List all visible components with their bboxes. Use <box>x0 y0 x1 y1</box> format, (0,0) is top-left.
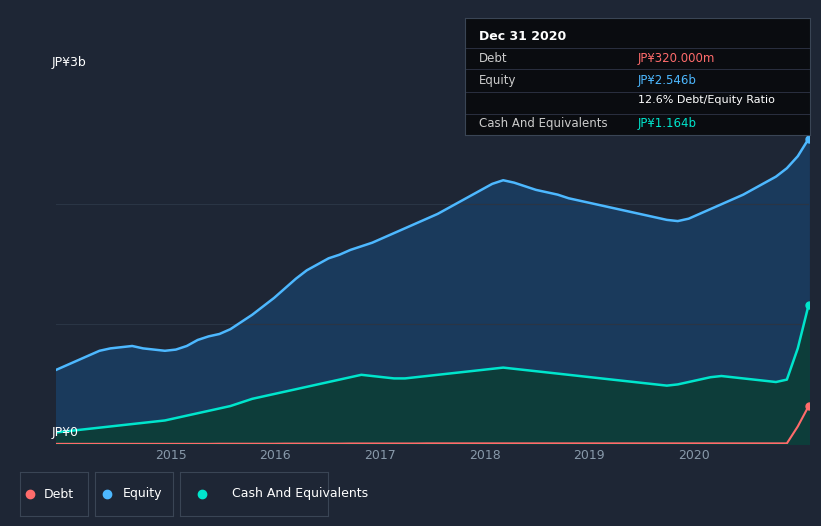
Text: Cash And Equivalents: Cash And Equivalents <box>232 488 368 501</box>
Text: JP¥0: JP¥0 <box>52 426 79 439</box>
Text: Equity: Equity <box>479 74 516 86</box>
Text: JP¥320.000m: JP¥320.000m <box>637 53 715 65</box>
Text: Dec 31 2020: Dec 31 2020 <box>479 29 566 43</box>
Text: Cash And Equivalents: Cash And Equivalents <box>479 117 608 130</box>
Text: Equity: Equity <box>122 488 162 501</box>
Text: JP¥2.546b: JP¥2.546b <box>637 74 696 86</box>
Text: JP¥3b: JP¥3b <box>52 56 86 69</box>
Text: JP¥1.164b: JP¥1.164b <box>637 117 696 130</box>
Text: 12.6% Debt/Equity Ratio: 12.6% Debt/Equity Ratio <box>637 95 774 105</box>
Text: Debt: Debt <box>479 53 507 65</box>
Text: Debt: Debt <box>44 488 74 501</box>
